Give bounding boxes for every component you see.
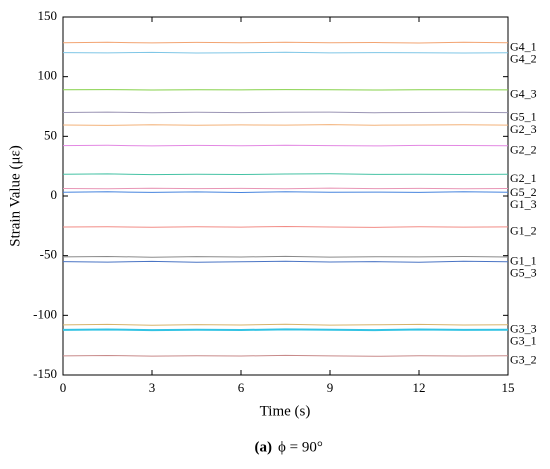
series-line [62, 225, 509, 228]
series-line [62, 255, 509, 258]
legend-label: G4_3 [510, 87, 537, 101]
legend-label: G2_1 [510, 171, 537, 185]
x-tick-label: 15 [502, 380, 515, 395]
x-axis-label: Time (s) [260, 403, 311, 419]
y-axis-label: Strain Value (με) [7, 145, 23, 247]
legend-label: G1_1 [510, 254, 537, 268]
x-tick-label: 12 [413, 380, 426, 395]
series-line [62, 191, 509, 194]
y-tick-label: 150 [38, 8, 58, 23]
legend-label: G3_1 [510, 334, 537, 348]
legend-label: G3_3 [510, 322, 537, 336]
y-tick-label: -150 [33, 366, 57, 381]
x-tick-label: 9 [327, 380, 334, 395]
series-line [62, 51, 509, 54]
legend-label: G3_2 [510, 353, 537, 367]
x-tick-label: 6 [238, 380, 245, 395]
y-tick-label: 100 [38, 68, 58, 83]
plot-frame [62, 16, 509, 376]
series-line [62, 187, 509, 190]
legend-label: G2_2 [510, 143, 537, 157]
y-tick-label: -50 [40, 247, 57, 262]
x-tick-label: 0 [60, 380, 67, 395]
caption-label: (a) [255, 439, 273, 455]
y-tick-label: 50 [44, 127, 57, 142]
legend-label: G1_3 [510, 197, 537, 211]
series-line [62, 354, 509, 357]
series-line [62, 173, 509, 176]
y-tick-label: -100 [33, 306, 57, 321]
legend-label: G5_2 [510, 185, 537, 199]
series-line [62, 111, 509, 114]
x-tick-label: 3 [149, 380, 156, 395]
legend-label: G4_1 [510, 39, 537, 53]
legend-label: G1_2 [510, 224, 537, 238]
series-line [62, 144, 509, 147]
caption-text: ϕ = 90° [278, 439, 323, 455]
legend-label: G2_3 [510, 122, 537, 136]
y-tick-label: 0 [51, 187, 58, 202]
series-line [62, 260, 509, 263]
series-line [62, 328, 509, 332]
legend-label: G5_1 [510, 109, 537, 123]
legend-label: G5_3 [510, 266, 537, 280]
legend-label: G4_2 [510, 51, 537, 65]
series-line [62, 124, 509, 126]
series-line [62, 41, 509, 44]
series-line [62, 323, 509, 326]
